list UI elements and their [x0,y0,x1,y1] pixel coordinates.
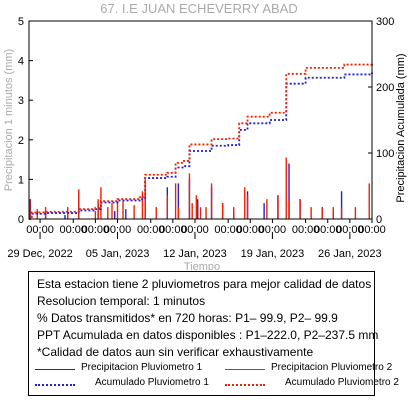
y-left-tick-label-0: 0 [18,214,24,226]
y-left-tick-label-2: 2 [18,135,24,147]
x-tick-label-7: 00:00 [214,224,242,236]
info-line-quality-note: *Calidad de datos aun sin verificar exha… [37,345,314,359]
accumulated-line-3 [29,62,373,220]
x-major-tick-label-0: 29 Dec, 2022 [7,248,72,260]
y-left-tick-label-1: 1 [18,174,24,186]
legend-label-precip-1: Precipitacion Pluviometro 1 [81,362,203,373]
x-major-tick-label-4: 26 Jan, 2023 [318,248,382,260]
legend-label-accum-2: Acumulado Pluviometro 2 [285,377,399,388]
x-tick-label-11: 00:00 [314,224,342,236]
y-right-tick-label-0: 0 [376,214,382,226]
x-tick-label-9: 00:00 [259,224,287,236]
x-major-tick-label-3: 19 Jan, 2023 [241,248,305,260]
plot-frame [28,20,373,220]
chart-title: 67. I.E JUAN ECHEVERRY ABAD [100,1,297,16]
chart-marks [29,62,373,220]
y-right-tick-label-2: 200 [376,82,394,94]
y-axis-left-label: Precipitacion 1 minutos (mm) [3,49,15,191]
legend-label-precip-2: Precipitacion Pluviometro 2 [271,362,393,373]
x-tick-label-2: 00:00 [82,224,110,236]
x-tick-label-0: 00:00 [26,224,54,236]
y-right-tick-label-1: 100 [376,148,394,160]
x-tick-label-3: 00:00 [104,224,132,236]
legend-sample-accum-2 [225,384,265,386]
x-major-tick-label-1: 05 Jan, 2023 [86,248,150,260]
x-tick-label-10: 00:00 [292,224,320,236]
y-left-tick-label-4: 4 [18,56,24,68]
x-axis-label: Tiempo [184,261,220,270]
chart-svg: 67. I.E JUAN ECHEVERRY ABAD Precipitacio… [3,1,407,270]
x-tick-label-8: 00:00 [237,224,265,236]
legend-sample-precip-1 [35,369,75,370]
x-tick-label-1: 00:00 [59,224,87,236]
legend-sample-precip-2 [225,369,265,370]
info-legend-box: Esta estacion tiene 2 pluviometros para … [28,271,399,396]
info-line-stations: Esta estacion tiene 2 pluviometros para … [37,277,372,291]
x-tick-label-13: 00:00 [358,224,386,236]
x-tick-label-6: 00:00 [181,224,209,236]
x-tick-label-5: 00:00 [159,224,187,236]
y-left-tick-label-5: 5 [18,16,24,28]
x-tick-label-4: 00:00 [137,224,165,236]
legend-sample-accum-1 [35,384,75,386]
info-line-accumulated: PPT Acumulada en datos disponibles : P1–… [37,328,379,342]
info-line-resolution: Resolucion temporal: 1 minutos [37,294,206,308]
x-major-tick-label-2: 12 Jan, 2023 [163,248,227,260]
y-left-tick-label-3: 3 [18,95,24,107]
info-line-transmitted: % Datos transmitidos* en 720 horas: P1– … [37,311,338,325]
y-right-tick-label-3: 300 [376,16,394,28]
accumulated-line-2 [29,72,373,220]
y-axis-right-label: Precipitacion Acumulada (mm) [395,53,407,202]
x-tick-label-12: 00:00 [336,224,364,236]
legend-label-accum-1: Acumulado Pluviometro 1 [95,377,209,388]
